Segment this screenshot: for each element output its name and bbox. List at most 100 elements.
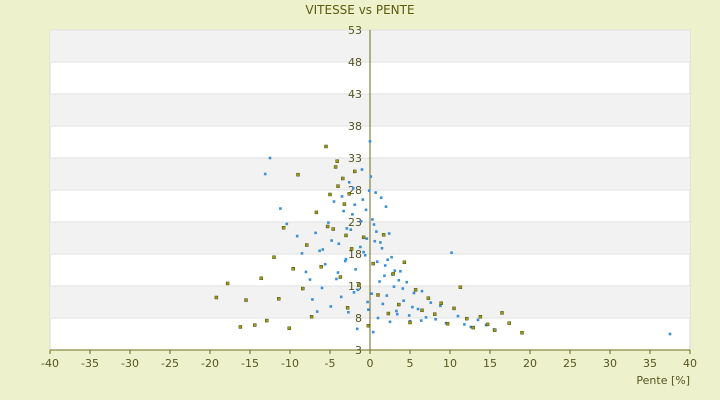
data-point xyxy=(335,277,338,281)
data-point xyxy=(263,172,267,176)
data-point xyxy=(320,286,324,290)
y-tick-label: 3 xyxy=(355,344,362,357)
x-tick-label: 15 xyxy=(483,357,497,370)
data-point xyxy=(426,296,431,300)
data-point xyxy=(407,314,411,317)
data-point xyxy=(314,231,317,235)
data-point xyxy=(439,301,443,305)
data-point xyxy=(419,319,423,322)
data-point xyxy=(370,292,373,295)
data-point xyxy=(342,209,345,213)
data-point xyxy=(385,294,389,297)
data-point xyxy=(344,257,348,261)
data-point xyxy=(372,223,376,226)
data-point xyxy=(386,258,389,262)
data-point xyxy=(339,295,343,299)
data-point xyxy=(369,175,373,178)
data-point xyxy=(296,172,300,177)
data-point xyxy=(214,295,219,300)
data-point xyxy=(319,265,323,269)
data-point xyxy=(363,253,367,257)
x-tick-label: -5 xyxy=(325,357,336,370)
data-point xyxy=(469,325,473,329)
data-point xyxy=(309,315,314,319)
data-point xyxy=(668,332,672,336)
data-point xyxy=(308,278,312,281)
data-point xyxy=(272,255,276,259)
data-point xyxy=(371,330,375,334)
data-point xyxy=(321,248,325,251)
data-point xyxy=(343,259,347,263)
data-point xyxy=(318,249,321,253)
data-point xyxy=(225,281,230,286)
data-point xyxy=(379,196,383,199)
data-point xyxy=(450,251,453,255)
data-point xyxy=(376,316,380,320)
data-point xyxy=(413,288,418,292)
data-point xyxy=(465,316,469,321)
data-point xyxy=(300,252,304,255)
x-tick-label: 10 xyxy=(443,357,457,370)
data-point xyxy=(375,260,379,263)
data-point xyxy=(424,316,428,319)
data-point xyxy=(244,298,248,302)
data-point xyxy=(445,322,450,326)
data-point xyxy=(368,140,372,143)
x-tick-label: -15 xyxy=(241,357,259,370)
data-point xyxy=(397,278,401,282)
data-point xyxy=(332,200,336,203)
data-point xyxy=(439,304,442,308)
y-tick-label: 48 xyxy=(348,56,362,69)
x-tick-label: -25 xyxy=(161,357,179,370)
x-tick-label: -30 xyxy=(121,357,139,370)
data-point xyxy=(405,280,409,284)
data-point xyxy=(259,276,263,281)
data-point xyxy=(390,255,393,259)
data-point xyxy=(371,261,375,266)
x-tick-label: 40 xyxy=(683,357,697,370)
data-point xyxy=(340,195,344,198)
data-point xyxy=(383,264,387,267)
data-point xyxy=(402,299,405,303)
data-point xyxy=(362,250,365,254)
data-point xyxy=(345,227,349,230)
data-point xyxy=(323,262,327,266)
data-point xyxy=(383,274,386,278)
data-point xyxy=(360,168,364,171)
data-point xyxy=(355,327,359,331)
data-point xyxy=(500,311,504,315)
data-point xyxy=(507,321,511,325)
data-point xyxy=(392,285,396,288)
data-point xyxy=(375,230,378,233)
data-point xyxy=(420,289,424,293)
data-point xyxy=(279,207,282,210)
data-point xyxy=(351,186,355,190)
y-tick-label: 23 xyxy=(348,216,362,229)
data-point xyxy=(324,144,328,149)
data-point xyxy=(420,308,424,313)
data-point xyxy=(328,192,332,197)
data-point xyxy=(291,267,295,271)
x-tick-label: -10 xyxy=(281,357,299,370)
data-point xyxy=(476,318,480,322)
data-point xyxy=(265,318,269,323)
data-point xyxy=(295,234,299,238)
data-point xyxy=(397,302,401,307)
data-point xyxy=(315,310,319,313)
data-point xyxy=(325,224,330,229)
data-point xyxy=(416,307,420,311)
data-point xyxy=(281,226,286,230)
data-point xyxy=(388,320,392,324)
data-point xyxy=(338,275,343,279)
data-point xyxy=(238,325,243,329)
x-axis-label: Pente [%] xyxy=(636,374,690,387)
y-tick-label: 18 xyxy=(348,248,362,261)
data-point xyxy=(366,300,369,304)
data-point xyxy=(433,312,437,316)
data-point xyxy=(429,301,433,304)
data-point xyxy=(485,322,490,327)
data-point xyxy=(376,293,380,297)
data-point xyxy=(365,237,369,240)
data-point xyxy=(352,291,356,294)
data-point xyxy=(381,302,385,306)
